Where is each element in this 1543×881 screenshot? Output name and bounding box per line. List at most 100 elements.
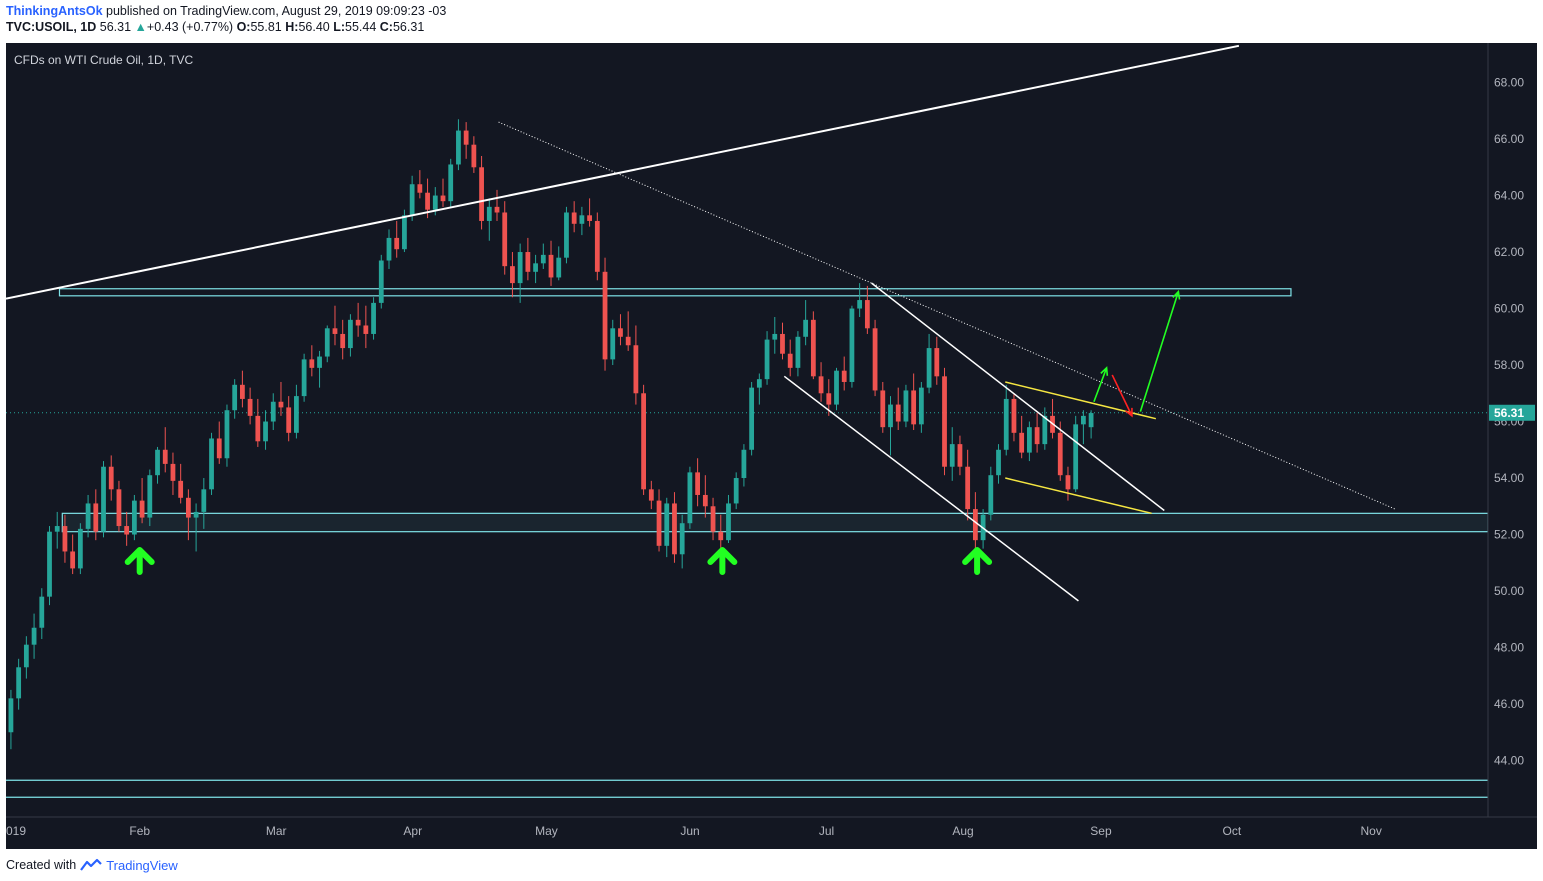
candle-body[interactable] xyxy=(1026,427,1032,453)
candle-body[interactable] xyxy=(1042,415,1048,445)
candle-body[interactable] xyxy=(687,472,693,524)
candle-body[interactable] xyxy=(841,370,847,382)
candle-body[interactable] xyxy=(834,370,839,405)
candle-body[interactable] xyxy=(1003,398,1009,450)
candle-body[interactable] xyxy=(286,407,292,433)
candle-body[interactable] xyxy=(440,195,446,202)
candle-body[interactable] xyxy=(77,528,83,569)
candle-body[interactable] xyxy=(1073,424,1079,490)
candle-body[interactable] xyxy=(918,387,924,425)
candle-body[interactable] xyxy=(880,390,886,428)
candle-body[interactable] xyxy=(432,195,438,210)
price-chart[interactable]: 44.0046.0048.0050.0052.0054.0056.0058.00… xyxy=(6,43,1537,849)
candle-body[interactable] xyxy=(988,475,994,515)
candle-body[interactable] xyxy=(996,449,1001,476)
candle-body[interactable] xyxy=(540,254,546,264)
candle-body[interactable] xyxy=(201,489,207,512)
candle-body[interactable] xyxy=(517,252,523,284)
candle-body[interactable] xyxy=(270,401,276,422)
candle-body[interactable] xyxy=(533,263,538,272)
candle-body[interactable] xyxy=(263,421,268,442)
candle-body[interactable] xyxy=(147,475,153,518)
candle-body[interactable] xyxy=(957,444,963,467)
candle-body[interactable] xyxy=(394,237,400,250)
candle-body[interactable] xyxy=(193,511,199,518)
candle-body[interactable] xyxy=(425,192,430,210)
resistance-zone[interactable] xyxy=(58,288,1292,297)
candle-body[interactable] xyxy=(216,438,222,459)
candle-body[interactable] xyxy=(818,376,824,394)
candle-body[interactable] xyxy=(456,130,461,165)
candle-body[interactable] xyxy=(1065,475,1071,490)
candle-body[interactable] xyxy=(949,444,955,467)
wedge-lower-line[interactable] xyxy=(1005,477,1152,515)
candle-body[interactable] xyxy=(232,384,238,411)
candle-body[interactable] xyxy=(39,596,45,628)
candle-body[interactable] xyxy=(864,300,870,329)
candle-body[interactable] xyxy=(594,220,600,272)
candle-body[interactable] xyxy=(679,523,685,555)
candle-body[interactable] xyxy=(93,503,99,532)
candle-body[interactable] xyxy=(16,667,22,699)
candle-body[interactable] xyxy=(108,466,114,490)
long-term-trendline[interactable] xyxy=(6,44,1240,300)
candle-body[interactable] xyxy=(224,410,230,459)
candle-body[interactable] xyxy=(718,531,724,541)
channel-lower-line[interactable] xyxy=(783,375,1079,602)
candle-body[interactable] xyxy=(702,494,708,507)
candle-body[interactable] xyxy=(340,333,346,349)
candle-body[interactable] xyxy=(448,164,454,202)
candle-body[interactable] xyxy=(494,206,500,213)
projection-target-arrow[interactable] xyxy=(1139,289,1181,412)
candle-body[interactable] xyxy=(278,401,284,408)
candle-body[interactable] xyxy=(942,376,947,467)
candle-body[interactable] xyxy=(556,257,562,278)
candle-body[interactable] xyxy=(741,449,747,479)
candle-body[interactable] xyxy=(502,212,508,267)
candle-body[interactable] xyxy=(124,526,130,535)
candle-body[interactable] xyxy=(602,271,608,360)
candle-body[interactable] xyxy=(1019,432,1025,453)
candle-body[interactable] xyxy=(756,379,762,388)
candle-body[interactable] xyxy=(803,319,809,337)
candle-body[interactable] xyxy=(371,302,376,334)
candle-body[interactable] xyxy=(780,333,785,354)
candle-body[interactable] xyxy=(170,463,176,481)
candle-body[interactable] xyxy=(510,266,515,284)
candle-body[interactable] xyxy=(641,393,646,490)
candle-body[interactable] xyxy=(548,254,554,278)
candle-body[interactable] xyxy=(764,339,770,380)
tradingview-brand[interactable]: TradingView xyxy=(106,857,178,873)
candle-body[interactable] xyxy=(23,644,29,668)
support-zone[interactable] xyxy=(61,512,1489,533)
candle-body[interactable] xyxy=(309,359,315,368)
candle-body[interactable] xyxy=(656,500,662,546)
candle-body[interactable] xyxy=(178,480,184,498)
candle-body[interactable] xyxy=(31,627,37,645)
candle-body[interactable] xyxy=(101,466,106,532)
candle-body[interactable] xyxy=(648,489,654,501)
candle-body[interactable] xyxy=(185,497,191,518)
candle-body[interactable] xyxy=(1081,415,1086,425)
projection-down-arrow[interactable] xyxy=(1111,374,1133,418)
candle-body[interactable] xyxy=(872,328,878,391)
candle-body[interactable] xyxy=(463,130,469,145)
candle-body[interactable] xyxy=(888,404,893,428)
candle-body[interactable] xyxy=(85,503,91,529)
candle-body[interactable] xyxy=(155,449,160,476)
candle-body[interactable] xyxy=(386,237,392,261)
candle-body[interactable] xyxy=(294,396,299,433)
candle-body[interactable] xyxy=(62,526,68,552)
candle-body[interactable] xyxy=(355,319,361,326)
candle-body[interactable] xyxy=(247,398,253,416)
candle-body[interactable] xyxy=(664,503,670,546)
candle-body[interactable] xyxy=(710,506,716,532)
candle-body[interactable] xyxy=(857,300,863,309)
candle-body[interactable] xyxy=(1034,427,1040,445)
candle-body[interactable] xyxy=(926,348,932,388)
candle-body[interactable] xyxy=(610,328,616,360)
candle-body[interactable] xyxy=(618,328,623,337)
candle-body[interactable] xyxy=(324,328,330,357)
candle-body[interactable] xyxy=(8,698,14,733)
candle-body[interactable] xyxy=(525,252,531,272)
